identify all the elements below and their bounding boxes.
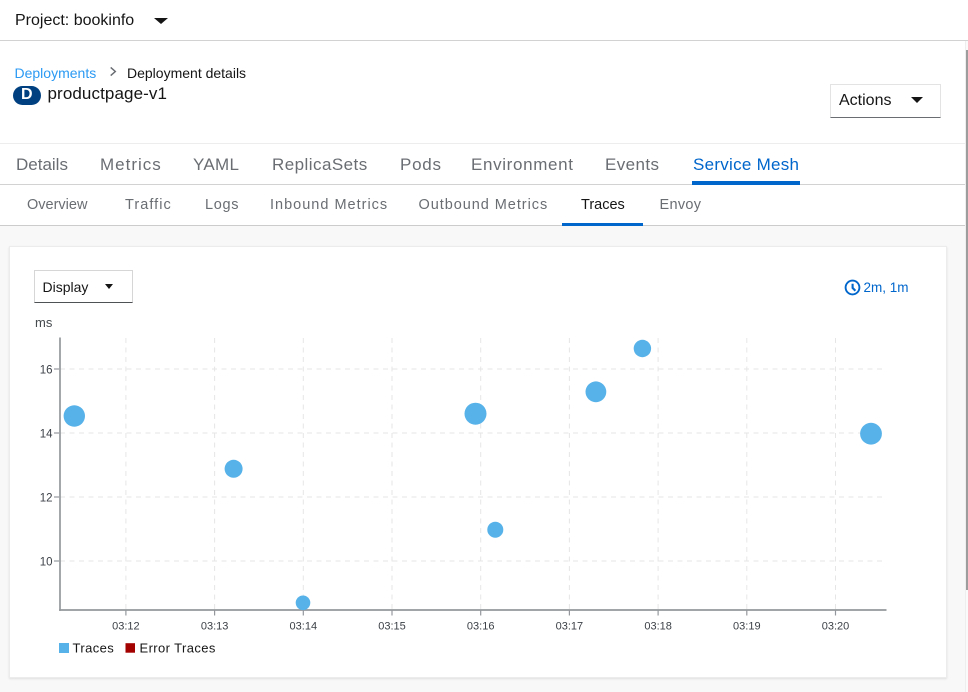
svg-text:03:15: 03:15 — [378, 621, 406, 633]
svg-text:03:12: 03:12 — [112, 621, 140, 633]
svg-text:12: 12 — [40, 492, 53, 504]
svg-text:03:14: 03:14 — [290, 621, 318, 633]
svg-text:03:17: 03:17 — [556, 621, 584, 633]
svg-text:14: 14 — [40, 428, 53, 440]
svg-text:10: 10 — [40, 556, 53, 568]
svg-text:03:19: 03:19 — [733, 621, 761, 633]
svg-text:Traces: Traces — [73, 641, 115, 656]
svg-text:03:16: 03:16 — [467, 621, 495, 633]
svg-text:03:20: 03:20 — [822, 621, 850, 633]
svg-text:16: 16 — [40, 364, 53, 376]
svg-text:03:18: 03:18 — [644, 621, 672, 633]
svg-text:Error Traces: Error Traces — [140, 641, 216, 656]
svg-text:03:13: 03:13 — [201, 621, 229, 633]
